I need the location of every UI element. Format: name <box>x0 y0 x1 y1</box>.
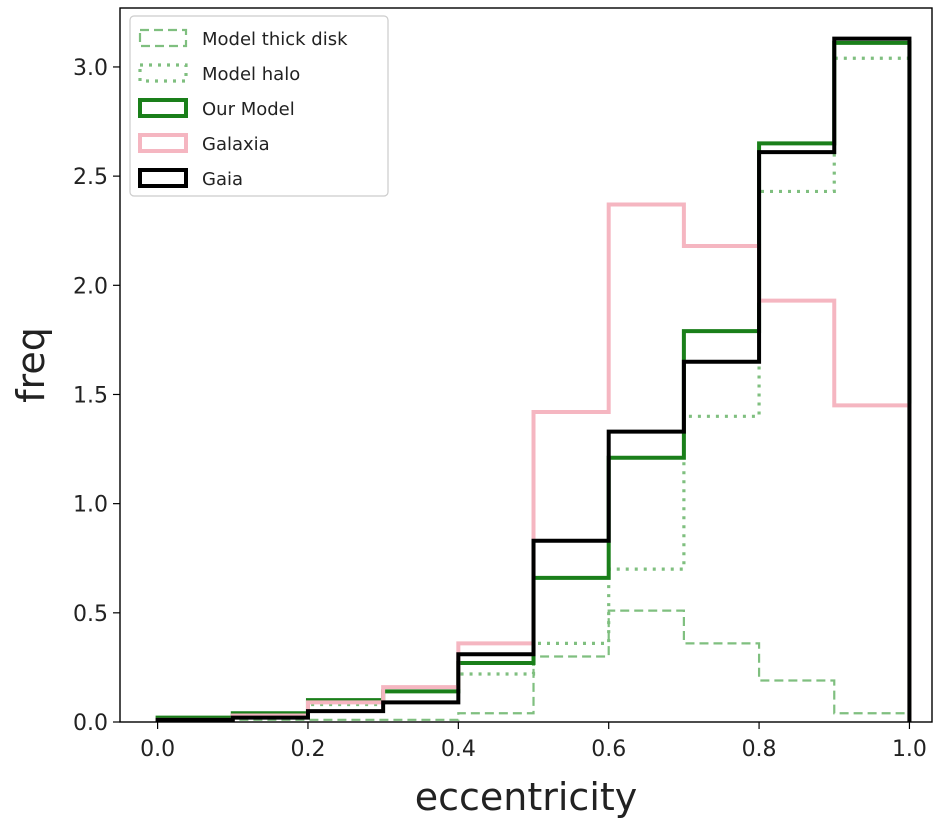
series-line-model-thick-disk <box>156 609 911 722</box>
x-axis-title: eccentricity <box>415 775 638 819</box>
y-tick-label: 1.5 <box>73 383 108 408</box>
legend-label: Our Model <box>202 99 295 120</box>
legend-label: Model halo <box>202 64 300 85</box>
x-tick-label: 0.8 <box>742 737 777 762</box>
legend-swatch <box>138 168 188 188</box>
x-tick-label: 0.2 <box>290 737 325 762</box>
x-tick-label: 1.0 <box>892 737 927 762</box>
series-line-galaxia <box>155 202 912 722</box>
legend: Model thick disk Model halo Our Model Galax… <box>129 15 389 197</box>
y-tick-label: 1.0 <box>73 493 108 518</box>
x-ticks: 0.0 0.2 0.4 0.6 0.8 1.0 <box>140 722 927 762</box>
x-tick-label: 0.4 <box>441 737 476 762</box>
legend-label: Gaia <box>202 169 243 190</box>
series-layer <box>155 36 912 722</box>
x-tick-label: 0.6 <box>591 737 626 762</box>
legend-swatch <box>138 133 188 153</box>
y-tick-label: 3.0 <box>73 56 108 81</box>
series-line-gaia <box>155 36 912 722</box>
legend-swatch <box>138 98 188 118</box>
y-ticks: 0.0 0.5 1.0 1.5 2.0 2.5 3.0 <box>73 56 120 736</box>
legend-label: Model thick disk <box>202 29 348 50</box>
y-axis-title: freq <box>9 327 53 403</box>
y-tick-label: 2.0 <box>73 274 108 299</box>
y-tick-label: 0.5 <box>73 602 108 627</box>
legend-label: Galaxia <box>202 134 270 155</box>
y-tick-label: 0.0 <box>73 711 108 736</box>
x-tick-label: 0.0 <box>140 737 175 762</box>
plot-frame <box>119 7 933 723</box>
legend-swatch <box>138 28 188 48</box>
y-tick-label: 2.5 <box>73 165 108 190</box>
legend-swatch <box>138 63 188 83</box>
legend-box <box>129 15 389 197</box>
